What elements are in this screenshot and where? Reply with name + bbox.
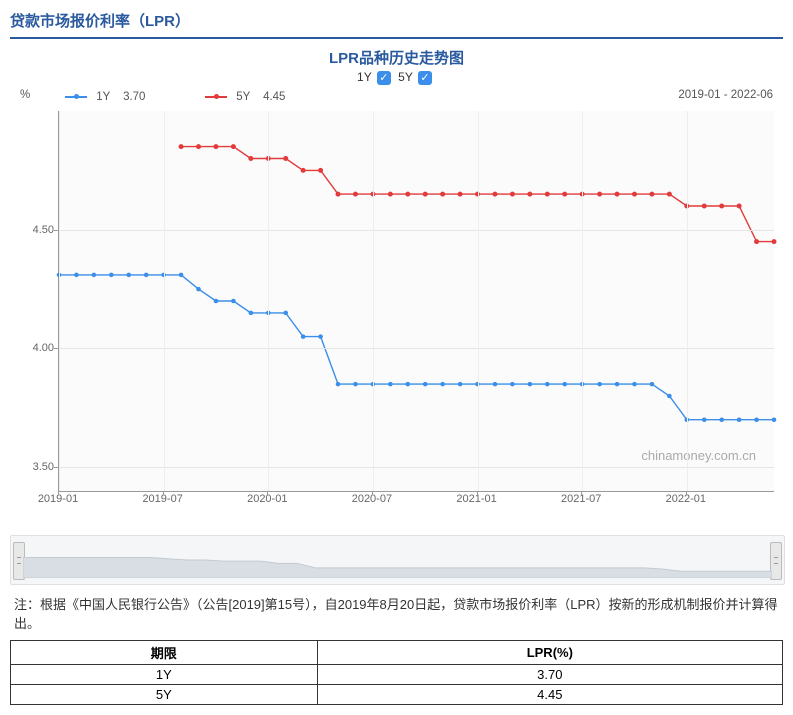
checkbox-5y[interactable]: ✓ — [418, 71, 432, 85]
time-scrubber[interactable] — [10, 535, 785, 585]
checkbox-1y[interactable]: ✓ — [377, 71, 391, 85]
y-tick: 3.50 — [33, 461, 54, 473]
legend-series-1y: 1Y 3.70 — [65, 91, 145, 103]
chart-title: LPR品种历史走势图 — [10, 47, 783, 68]
lpr-table: 期限LPR(%) 1Y3.705Y4.45 — [10, 640, 783, 705]
table-header: LPR(%) — [317, 640, 782, 664]
table-header: 期限 — [11, 640, 318, 664]
plot-area[interactable]: chinamoney.com.cn — [58, 111, 774, 492]
y-axis-unit: % — [20, 89, 30, 101]
legend-5y-label: 5Y — [398, 70, 412, 84]
watermark: chinamoney.com.cn — [641, 448, 756, 463]
date-range: 2019-01 - 2022-06 — [678, 89, 773, 101]
chart-area: % 1Y 3.70 5Y 4.45 2019-01 - 2022-06 chin… — [10, 89, 783, 529]
page-title: 贷款市场报价利率（LPR） — [10, 10, 783, 39]
table-row: 1Y3.70 — [11, 664, 783, 684]
footnote: 注：根据《中国人民银行公告》（公告[2019]第15号），自2019年8月20日… — [14, 595, 779, 634]
legend-1y-label: 1Y — [357, 70, 371, 84]
legend-controls: 1Y ✓ 5Y ✓ — [10, 70, 783, 85]
table-row: 5Y4.45 — [11, 684, 783, 704]
y-tick: 4.50 — [33, 224, 54, 236]
y-tick: 4.00 — [33, 342, 54, 354]
legend-series-5y: 5Y 4.45 — [205, 91, 285, 103]
